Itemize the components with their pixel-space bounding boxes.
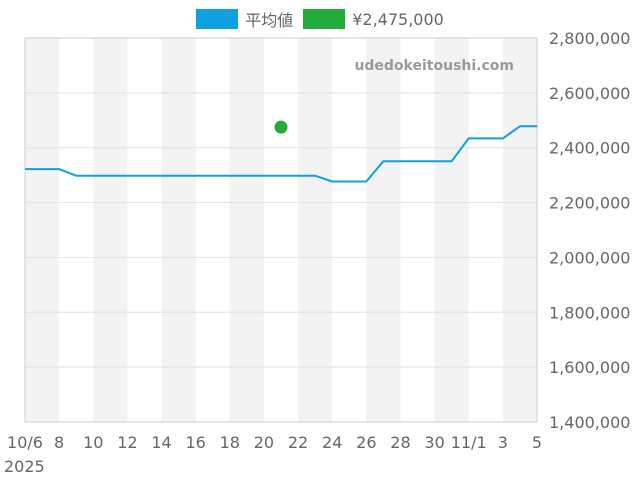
day-band [161,38,196,422]
day-band [434,38,469,422]
legend-swatch-listing [303,9,346,29]
x-tick-label: 5 [532,433,542,452]
y-tick-label: 2,600,000 [549,84,630,103]
y-tick-label: 1,400,000 [549,413,630,432]
x-tick-label: 30 [424,433,444,452]
average-series-line [25,125,537,183]
plot-frame [24,37,538,423]
x-tick-label: 8 [54,433,64,452]
x-tick-label: 22 [288,433,308,452]
legend-item-average[interactable]: 平均値 [196,7,293,31]
legend-label-average: 平均値 [245,11,294,30]
y-tick-label: 2,000,000 [549,248,630,267]
x-tick-label: 26 [356,433,376,452]
x-tick-label: 18 [220,433,240,452]
x-tick-label: 12 [117,433,137,452]
day-band [93,38,128,422]
listing-price-point [274,120,288,134]
x-axis-tick-labels: 10/6 8 10 12 14 16 18 20 22 24 26 28 30 11/1 3 5 [7,433,542,452]
legend-item-listing[interactable]: ¥2,475,000 [303,9,444,29]
day-band [25,38,60,422]
y-tick-label: 2,200,000 [549,194,630,213]
day-band [366,38,401,422]
day-band [298,38,333,422]
x-tick-label: 3 [498,433,508,452]
legend-swatch-average [196,9,239,29]
x-tick-label: 16 [185,433,205,452]
day-bands [25,38,537,422]
y-tick-label: 2,400,000 [549,139,630,158]
legend-label-listing: ¥2,475,000 [352,9,444,29]
y-tick-label: 1,800,000 [549,303,630,322]
x-tick-label: 10 [83,433,103,452]
x-tick-label: 28 [390,433,410,452]
x-tick-label: 24 [322,433,342,452]
x-tick-label: 11/1 [451,433,487,452]
chart-legend: 平均値 ¥2,475,000 [0,7,640,31]
x-tick-label: 14 [151,433,171,452]
watermark: udedokeitoushi.com [354,58,514,74]
day-band [502,38,537,422]
x-axis-year-label: 2025 [4,457,45,476]
y-tick-label: 2,800,000 [549,29,630,48]
x-tick-label: 20 [254,433,274,452]
day-band [229,38,264,422]
x-tick-label: 10/6 [7,433,43,452]
y-axis-tick-labels: 1,400,000 1,600,000 1,800,000 2,000,000 2,20… [549,29,630,432]
average-series [25,125,537,183]
y-tick-label: 1,600,000 [549,358,630,377]
listing-series [274,120,288,134]
